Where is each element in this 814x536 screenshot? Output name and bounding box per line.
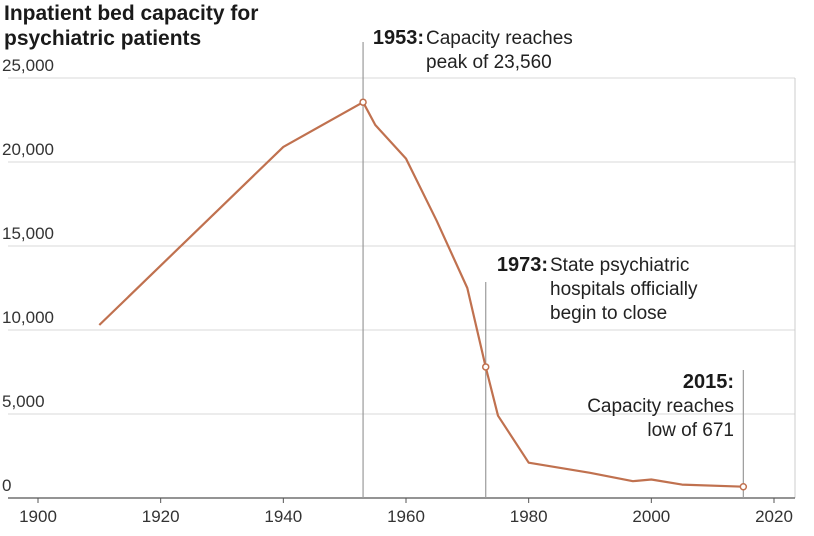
annotation-lines	[362, 42, 744, 498]
y-tick-label: 0	[2, 476, 11, 495]
x-tick-label: 1920	[142, 507, 180, 526]
y-tick-label: 15,000	[2, 224, 54, 243]
annotation-text: begin to close	[550, 303, 667, 324]
chart-title-line-2: psychiatric patients	[4, 27, 201, 50]
y-tick-label: 20,000	[2, 140, 54, 159]
data-point-1953	[359, 98, 367, 106]
annotation-text: peak of 23,560	[426, 52, 552, 73]
x-tick-label: 2020	[755, 507, 793, 526]
grid-lines	[8, 77, 795, 415]
annotation-year: 2015:	[683, 371, 734, 393]
labels: 0 5,000 10,000 15,000 20,000 25,000 1900 1920 19…	[2, 27, 793, 526]
x-tick-label: 2000	[632, 507, 670, 526]
annotation-text: State psychiatric	[550, 255, 689, 276]
annotation-text: Capacity reaches	[426, 28, 573, 49]
y-tick-label: 25,000	[2, 56, 54, 75]
annotation-year: 1973:	[497, 254, 548, 276]
x-tick-label: 1980	[510, 507, 548, 526]
annotation-text: hospitals officially	[550, 279, 698, 300]
y-tick-label: 10,000	[2, 308, 54, 327]
annotation-text: low of 671	[647, 420, 734, 441]
annotation-year: 1953:	[373, 27, 424, 49]
data-point-2015	[739, 482, 748, 491]
y-tick-label: 5,000	[2, 392, 45, 411]
series	[98, 98, 748, 491]
x-tick-label: 1900	[19, 507, 57, 526]
annotation-text: Capacity reaches	[587, 396, 734, 417]
x-tick-label: 1960	[387, 507, 425, 526]
chart-title-line-1: Inpatient bed capacity for	[4, 2, 258, 25]
axes	[8, 78, 796, 503]
data-point-1973	[481, 363, 490, 371]
x-tick-label: 1940	[264, 507, 302, 526]
